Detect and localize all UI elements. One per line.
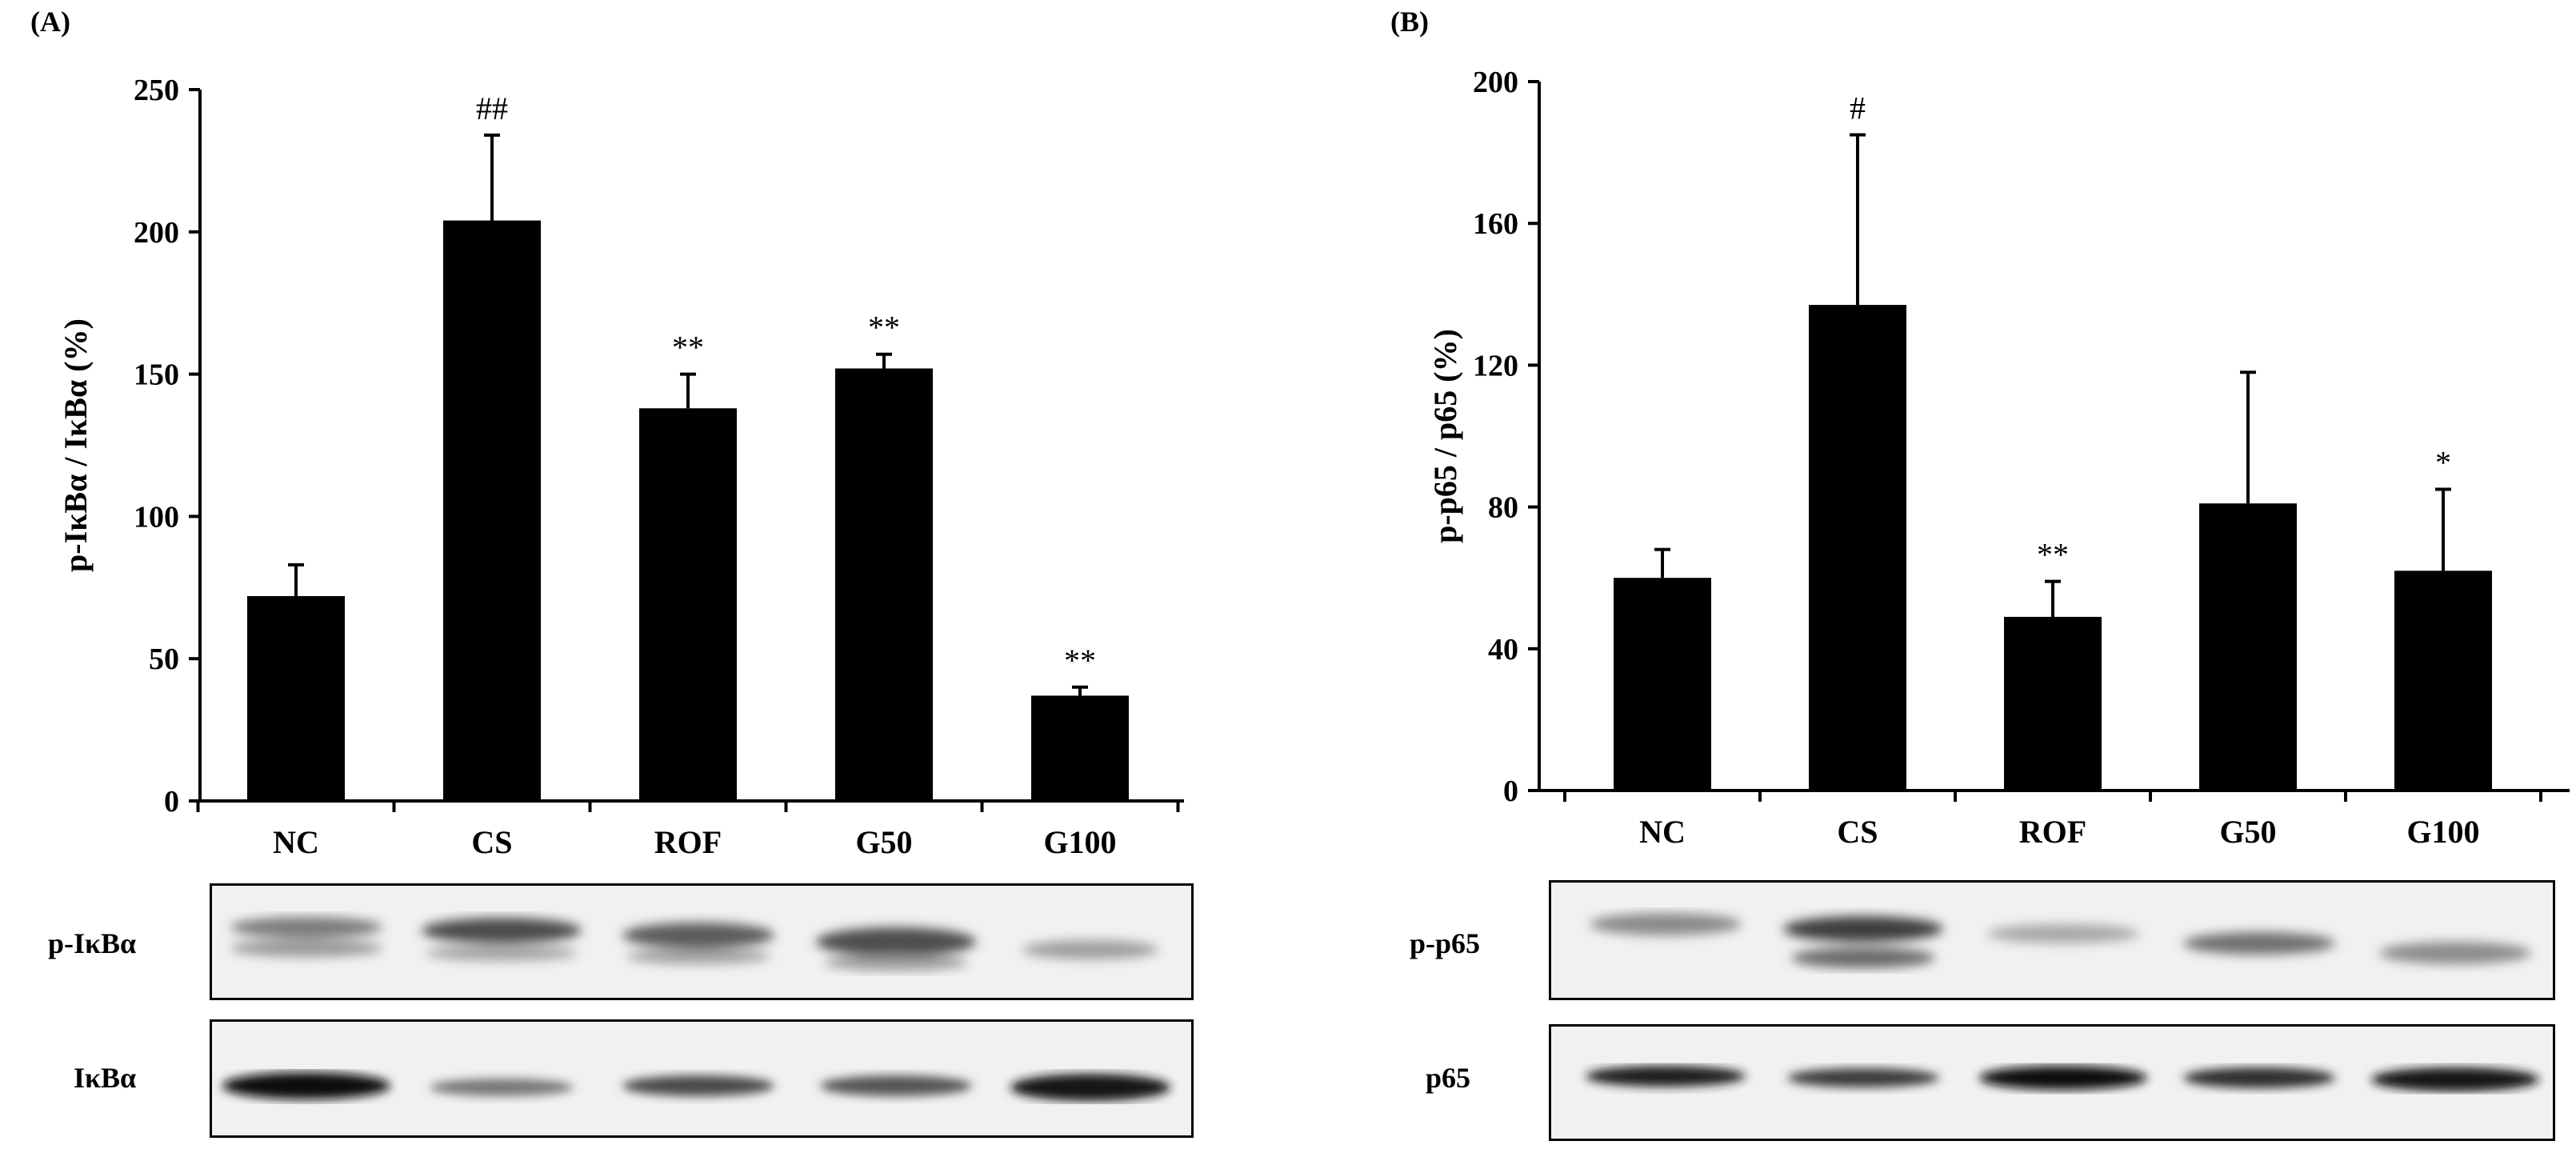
blot-p-p65 (1549, 880, 2555, 1000)
blot-label-p65: p65 (1426, 1062, 1471, 1094)
band (622, 923, 774, 948)
y-tick-label: 120 (1473, 349, 1518, 382)
significance-annotation: * (2435, 444, 2451, 480)
x-tick-label: G100 (2406, 814, 2479, 850)
y-axis-label: p-p65 / p65 (%) (1427, 329, 1463, 543)
band (430, 1079, 574, 1096)
y-tick-label: 100 (134, 500, 179, 534)
band (2183, 1067, 2335, 1088)
band (1590, 913, 1742, 935)
y-tick-label: 250 (134, 74, 179, 107)
band (230, 939, 382, 957)
bar (1031, 695, 1129, 801)
band (426, 945, 578, 961)
y-tick-label: 0 (164, 785, 179, 819)
significance-annotation: ** (1064, 643, 1096, 679)
bar (443, 220, 541, 801)
band (820, 1075, 972, 1096)
blot-p65 (1549, 1024, 2555, 1141)
significance-annotation: # (1850, 90, 1866, 126)
band (1022, 940, 1158, 959)
band (2183, 932, 2335, 955)
band (1586, 1066, 1746, 1087)
x-tick-label: NC (273, 824, 319, 860)
bar (1614, 578, 1711, 791)
blot-p-ikba (210, 883, 1194, 1000)
y-axis-label: p-IκBα / IκBα (%) (58, 318, 94, 572)
panel-letter-b: (B) (1390, 6, 1429, 38)
band (1987, 924, 2139, 943)
x-tick-label: ROF (2019, 814, 2086, 850)
x-tick-label: G50 (855, 824, 912, 860)
blot-p65-bands (1586, 1066, 2539, 1091)
band (230, 917, 382, 938)
y-tick-label: 200 (134, 216, 179, 250)
blot-p-p65-bands (1590, 913, 2531, 968)
significance-annotation: ** (672, 330, 704, 366)
blot-label-p-p65: p-p65 (1410, 927, 1481, 959)
significance-annotation: ** (2037, 537, 2069, 573)
x-tick-label: NC (1639, 814, 1686, 850)
band (2379, 942, 2531, 964)
band (816, 927, 976, 956)
y-tick-label: 200 (1473, 66, 1518, 99)
blot-label-p-ikba: p-IκBα (48, 927, 137, 959)
y-tick-label: 50 (149, 643, 179, 676)
y-tick-label: 80 (1488, 491, 1518, 525)
y-tick-label: 0 (1503, 775, 1518, 808)
bar (1809, 305, 1906, 791)
bar (835, 368, 933, 801)
band (1010, 1074, 1170, 1101)
panel-letter-a: (A) (30, 6, 70, 38)
significance-annotation: ** (868, 310, 900, 346)
band (1783, 916, 1943, 942)
y-tick-label: 160 (1473, 207, 1518, 241)
bar (247, 595, 345, 801)
blot-ikba (210, 1019, 1194, 1138)
band (622, 1075, 774, 1096)
band (422, 918, 582, 943)
y-tick-label: 40 (1488, 633, 1518, 667)
band (1787, 1068, 1939, 1087)
x-tick-label: CS (471, 824, 512, 860)
x-tick-label: G50 (2219, 814, 2276, 850)
band (2371, 1067, 2539, 1091)
band (1979, 1066, 2147, 1090)
x-tick-label: G100 (1043, 824, 1116, 860)
significance-annotation: ## (476, 90, 508, 126)
x-tick-label: CS (1837, 814, 1878, 850)
band (1791, 947, 1935, 968)
bar (2394, 570, 2492, 791)
bar (2004, 616, 2102, 791)
blot-p-ikba-bands (230, 917, 1158, 971)
blot-ikba-bands (222, 1072, 1170, 1101)
band (222, 1072, 390, 1099)
bar (639, 408, 737, 801)
bar (2199, 503, 2297, 791)
band (626, 948, 770, 964)
band (824, 955, 968, 971)
x-tick-label: ROF (654, 824, 722, 860)
blot-label-ikba: IκBα (74, 1062, 137, 1094)
y-tick-label: 150 (134, 358, 179, 392)
